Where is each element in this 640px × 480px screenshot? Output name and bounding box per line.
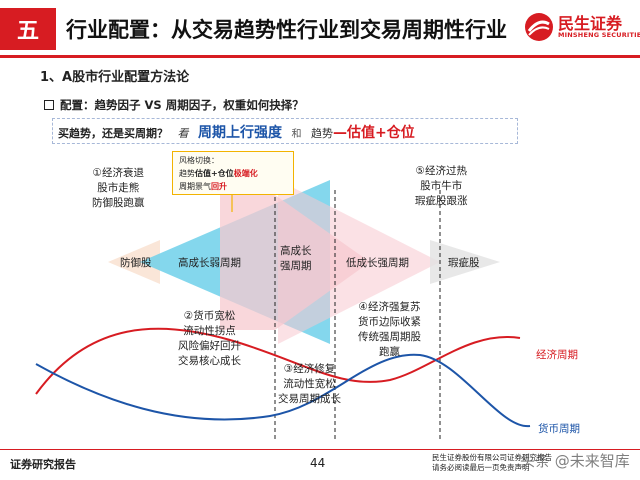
style-switch-cycle: 周期景气: [179, 182, 211, 191]
note-line: 股市走熊: [97, 182, 140, 194]
style-switch-recovery: 回升: [211, 182, 227, 191]
note-monetary-easing: ②货币宽松 流动性拐点 风险偏好回升 交易核心成长: [178, 309, 241, 369]
question-look: 看: [177, 127, 189, 140]
page-number: 44: [310, 456, 326, 470]
note-line: ③经济修复: [283, 363, 336, 375]
note-line: 交易核心成长: [178, 355, 241, 367]
phase-cyclical: 瑕疵股: [448, 257, 480, 269]
note-recession: ①经济衰退 股市走熊 防御股跑赢: [92, 166, 145, 211]
style-switch-trend: 趋势: [179, 169, 195, 178]
valuation-position-text: —估值+仓位: [333, 125, 415, 141]
question-line: 买趋势，还是买周期？ 看 周期上行强度 和 趋势—估值+仓位: [58, 122, 415, 142]
header-divider: [0, 55, 640, 58]
slide-header: 五 行业配置：从交易趋势性行业到交易周期性行业 民生证券 MINSHENG SE…: [0, 0, 640, 58]
note-line: 货币边际收紧: [358, 316, 421, 328]
question-box: [52, 118, 518, 144]
economic-cycle-curve: [35, 327, 521, 395]
note-line: 风险偏好回升: [178, 340, 241, 352]
phase-high-growth-strong-cycle: 高成长 强周期: [280, 244, 312, 274]
phase-high-growth-strong-cycle-line2: 强周期: [280, 260, 312, 272]
bullet-point: 配置：趋势因子 VS 周期因子，权重如何抉择？: [44, 97, 304, 113]
note-line: ①经济衰退: [92, 167, 144, 179]
footer-disclaimer: 民生证券股份有限公司证券研究报告 请务必阅读最后一页免责声明: [432, 453, 552, 473]
watermark: 头条 @未来智库: [520, 452, 630, 470]
defensive-band: [108, 240, 160, 284]
style-switch-line3: 周期景气回升: [179, 180, 287, 193]
note-line: ②货币宽松: [183, 310, 236, 322]
minsheng-logo-icon: [525, 13, 553, 41]
question-and: 和: [291, 129, 302, 140]
cyclical-band: [430, 240, 500, 284]
phase-low-growth-strong-cycle: 低成长强周期: [346, 257, 409, 269]
logo-english-text: MINSHENG SECURITIES: [558, 31, 640, 39]
subheading: 1、A股市行业配置方法论: [40, 70, 190, 85]
footer-report-type: 证券研究报告: [10, 458, 76, 471]
note-line: 防御股跑赢: [92, 197, 145, 209]
question-text: 买趋势，还是买周期？: [58, 127, 168, 140]
note-line: 跑赢: [379, 346, 400, 358]
monetary-cycle-curve: [35, 353, 531, 428]
phase-defensive: 防御股: [120, 257, 152, 269]
note-line: 流动性拐点: [183, 325, 236, 337]
section-number-badge: 五: [0, 8, 56, 50]
style-switch-valuation: 估值+仓位: [195, 169, 234, 178]
cycle-diagram: [35, 180, 531, 442]
bullet-square-icon: [44, 100, 54, 110]
trend-text: 趋势: [311, 127, 333, 140]
phase-high-growth-weak-cycle: 高成长弱周期: [178, 257, 241, 269]
note-line: 交易周期成长: [278, 393, 341, 405]
note-line: 流动性宽松: [283, 378, 336, 390]
cycle-strength-text: 周期上行强度: [198, 125, 282, 141]
note-line: ⑤经济过热: [415, 165, 467, 177]
economic-cycle-label: 经济周期: [536, 349, 578, 361]
note-line: 股市牛市: [420, 180, 463, 192]
bullet-text: 配置：趋势因子 VS 周期因子，权重如何抉择？: [60, 98, 304, 112]
note-line: 传统强周期股: [358, 331, 421, 343]
style-switch-extreme: 极端化: [233, 169, 258, 178]
style-switch-callout: 风格切换： 趋势估值+仓位极端化 周期景气回升: [172, 151, 294, 195]
note-recovery: ③经济修复 流动性宽松 交易周期成长: [278, 362, 341, 407]
company-logo: 民生证券 MINSHENG SECURITIES: [524, 10, 640, 46]
style-switch-line2: 趋势估值+仓位极端化: [179, 167, 287, 180]
slide-title: 行业配置：从交易趋势性行业到交易周期性行业: [66, 18, 507, 42]
note-line: ④经济强复苏: [358, 301, 421, 313]
note-strong-recovery: ④经济强复苏 货币边际收紧 传统强周期股 跑赢: [358, 300, 421, 360]
monetary-cycle-label: 货币周期: [538, 423, 580, 435]
style-switch-title: 风格切换：: [179, 156, 219, 165]
low-growth-strong-cycle-band: [278, 180, 440, 344]
footer-notice: 请务必阅读最后一页免责声明: [432, 463, 530, 472]
note-overheating: ⑤经济过热 股市牛市 瑕疵股跟涨: [415, 164, 468, 209]
note-line: 瑕疵股跟涨: [415, 195, 468, 207]
phase-high-growth-strong-cycle-line1: 高成长: [280, 245, 312, 257]
logo-chinese-text: 民生证券: [558, 14, 623, 33]
footer-divider: [0, 449, 640, 450]
footer-company: 民生证券股份有限公司证券研究报告: [432, 453, 552, 462]
